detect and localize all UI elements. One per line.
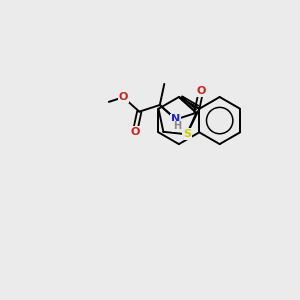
Text: S: S bbox=[183, 129, 191, 139]
Text: O: O bbox=[130, 127, 140, 137]
Text: O: O bbox=[118, 92, 128, 102]
Text: H: H bbox=[173, 121, 181, 131]
Text: O: O bbox=[196, 86, 206, 96]
Text: N: N bbox=[171, 114, 181, 124]
